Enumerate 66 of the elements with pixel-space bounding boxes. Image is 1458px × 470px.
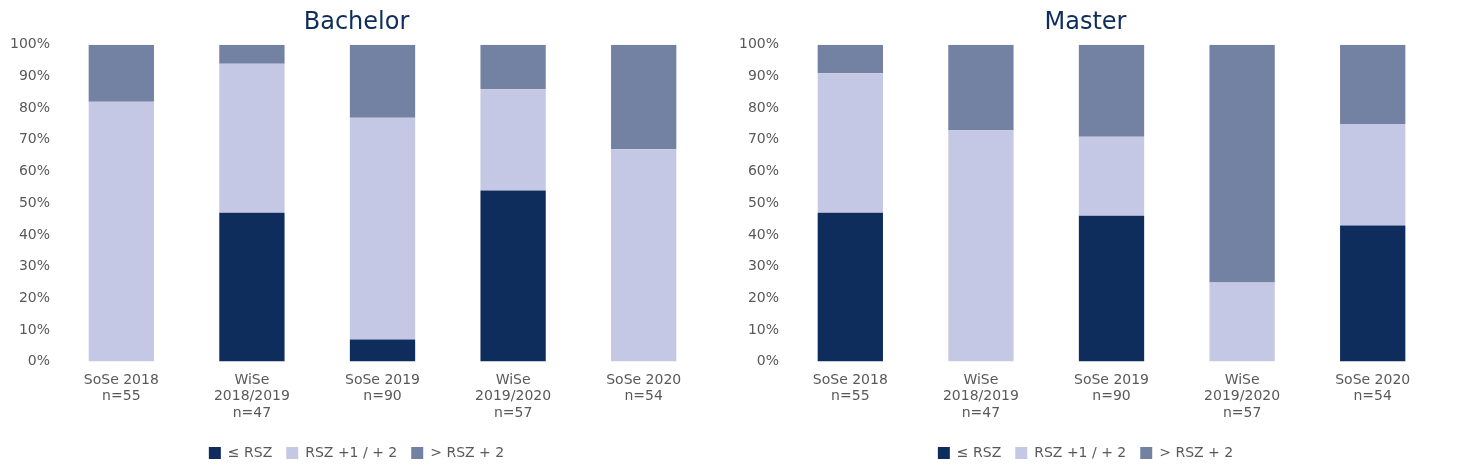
bar [1209,44,1275,283]
bar [1340,44,1406,124]
legend-label: ≤ RSZ [956,443,1002,460]
x-tick-label: SoSe 2019 n=90 [1074,370,1150,404]
bar [480,44,546,90]
bar [219,44,285,64]
y-tick-label: 20% [747,288,780,305]
chart-title: Master [1044,6,1127,35]
y-tick-label: 0% [27,352,51,369]
y-tick-label: 90% [747,67,780,84]
bar [611,149,677,362]
bar [349,117,416,340]
y-tick-label: 50% [18,193,51,210]
bar [817,212,883,362]
bar [1078,44,1145,137]
bar [1209,282,1275,362]
x-tick-label: SoSe 2019 n=90 [345,370,421,404]
y-tick-label: 90% [18,67,51,84]
bar [817,44,883,74]
y-tick-label: 70% [747,130,780,147]
x-tick-label: SoSe 2018 n=55 [812,370,888,404]
bar [349,44,416,118]
y-tick-label: 30% [18,257,51,274]
bar [480,190,546,362]
y-tick-label: 20% [18,288,51,305]
bar [948,130,1014,362]
bar [1078,136,1145,216]
legend-label: ≤ RSZ [227,443,273,460]
x-tick-label: SoSe 2018 n=55 [83,370,159,404]
bar [219,63,285,213]
bar [480,89,546,191]
y-tick-label: 80% [747,98,780,115]
x-tick-label: SoSe 2020 n=54 [606,370,682,404]
y-tick-label: 10% [18,320,51,337]
bar [219,212,285,362]
y-tick-label: 80% [18,98,51,115]
x-tick-label: WiSe 2018/2019 n=47 [942,370,1019,421]
y-tick-label: 40% [747,225,780,242]
bar [88,44,154,102]
y-tick-label: 70% [18,130,51,147]
bar [948,44,1014,131]
y-tick-label: 60% [747,162,780,179]
y-tick-label: 40% [18,225,51,242]
bar [1340,225,1406,362]
bar [611,44,677,150]
y-tick-label: 0% [756,352,780,369]
chart-title: Bachelor [303,6,410,35]
legend-label: RSZ +1 / + 2 [305,443,398,460]
legend-label: > RSZ + 2 [430,443,505,460]
x-tick-label: SoSe 2020 n=54 [1335,370,1411,404]
y-tick-label: 10% [747,320,780,337]
legend-label: RSZ +1 / + 2 [1034,443,1127,460]
bar [1340,124,1406,226]
x-tick-label: WiSe 2019/2020 n=57 [475,370,552,421]
y-tick-label: 50% [747,193,780,210]
bar [88,101,154,362]
bar [817,73,883,213]
y-tick-label: 100% [9,35,51,52]
y-tick-label: 100% [738,35,780,52]
bar [1078,215,1145,362]
y-tick-label: 60% [18,162,51,179]
x-tick-label: WiSe 2018/2019 n=47 [213,370,290,421]
legend-label: > RSZ + 2 [1159,443,1234,460]
y-tick-label: 30% [747,257,780,274]
bar [349,339,416,362]
x-tick-label: WiSe 2019/2020 n=57 [1204,370,1281,421]
